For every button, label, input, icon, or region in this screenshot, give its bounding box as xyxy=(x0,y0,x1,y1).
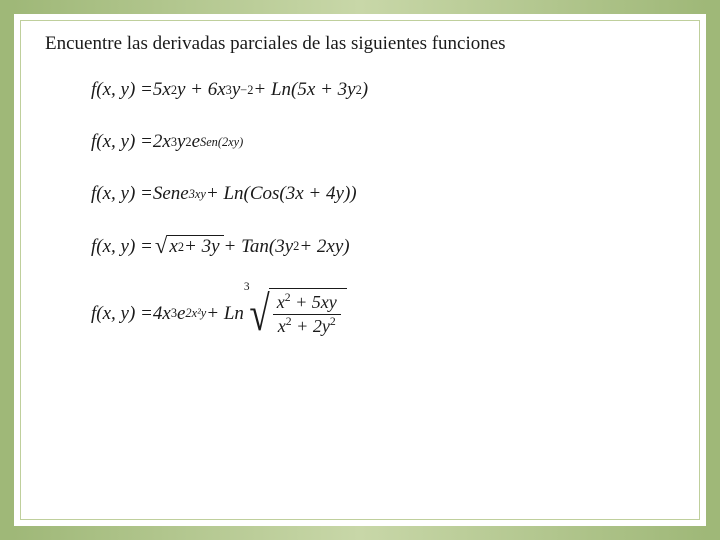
equation-list: f(x, y) = 5x2 y + 6x3 y−2 + Ln(5x + 3y2 … xyxy=(45,79,675,339)
equation-lhs: f(x, y) = xyxy=(91,236,153,258)
equation-1: f(x, y) = 5x2 y + 6x3 y−2 + Ln(5x + 3y2 … xyxy=(91,79,675,101)
equation-5: f(x, y) = 4x3 e2x²y + Ln 3 √ x2 + 5xy xyxy=(91,288,675,339)
equation-lhs: f(x, y) = xyxy=(91,131,153,153)
equation-lhs: f(x, y) = xyxy=(91,79,153,101)
equation-2: f(x, y) = 2x3 y2 eSen(2xy) xyxy=(91,131,675,153)
slide-content-area: Encuentre las derivadas parciales de las… xyxy=(20,20,700,520)
cuberoot-icon: 3 √ x2 + 5xy x2 + 2y2 xyxy=(244,288,347,339)
equation-lhs: f(x, y) = xyxy=(91,183,153,205)
equation-lhs: f(x, y) = xyxy=(91,303,153,325)
equation-3: f(x, y) = Sene3xy + Ln(Cos(3x + 4y)) xyxy=(91,183,675,205)
sqrt-icon: √ x2 + 3y xyxy=(155,235,224,258)
fraction: x2 + 5xy x2 + 2y2 xyxy=(273,291,341,337)
page-title: Encuentre las derivadas parciales de las… xyxy=(45,33,675,55)
slide-frame: Encuentre las derivadas parciales de las… xyxy=(0,0,720,540)
equation-4: f(x, y) = √ x2 + 3y + Tan(3y2 + 2xy) xyxy=(91,235,675,258)
